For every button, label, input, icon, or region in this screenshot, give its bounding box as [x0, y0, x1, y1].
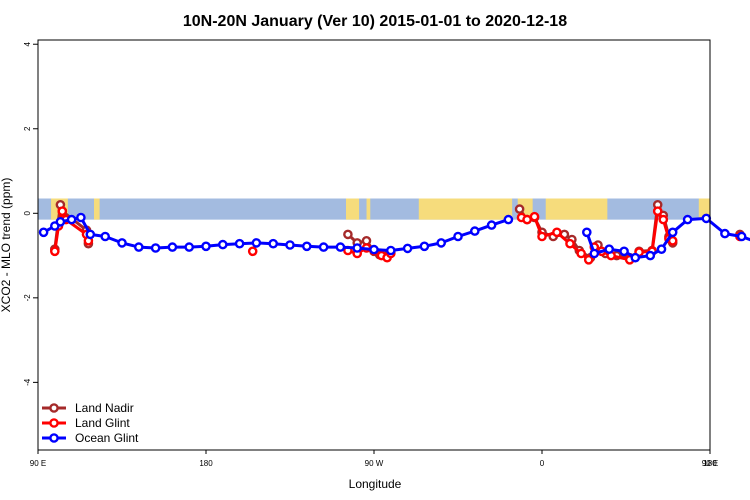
data-point: [184, 242, 194, 252]
y-axis: 4 2 0 -2 -4: [23, 41, 38, 386]
data-point: [682, 214, 693, 225]
legend-item: Land Nadir: [42, 401, 134, 415]
data-point: [419, 241, 430, 252]
data-point: [619, 246, 629, 257]
legend-item: Ocean Glint: [42, 431, 139, 445]
data-point: [57, 206, 68, 216]
data-point: [503, 214, 514, 225]
map-land: [94, 198, 100, 220]
data-point: [76, 212, 86, 223]
data-point: [720, 228, 730, 239]
chart-title: 10N-20N January (Ver 10) 2015-01-01 to 2…: [183, 13, 567, 30]
data-point: [645, 250, 656, 261]
x-tick-label: 90 W: [365, 459, 384, 468]
data-point: [630, 252, 641, 263]
data-point: [537, 231, 547, 242]
data-point: [268, 238, 279, 249]
series-ocean-glint: [38, 212, 750, 263]
y-tick-label: -2: [23, 294, 32, 302]
map-land: [366, 198, 371, 220]
legend-label: Land Nadir: [75, 401, 134, 415]
x-tick-label: 90 E: [702, 459, 718, 468]
legend-marker: [49, 433, 59, 443]
data-point: [50, 246, 60, 257]
data-point: [667, 235, 678, 246]
data-point: [234, 238, 245, 249]
data-point: [247, 246, 258, 257]
data-point: [565, 238, 575, 249]
data-point: [343, 229, 353, 240]
data-point: [38, 227, 49, 238]
legend-label: Land Glint: [75, 416, 130, 430]
x-tick-label: 0: [540, 459, 545, 468]
data-point: [736, 231, 747, 242]
data-point: [656, 244, 667, 254]
y-axis-label: XCO2 - MLO trend (ppm): [0, 178, 13, 313]
data-point: [117, 238, 127, 248]
data-point: [55, 216, 66, 227]
data-point: [576, 248, 587, 259]
data-point: [133, 242, 144, 252]
data-point: [667, 227, 678, 238]
map-land: [545, 198, 608, 220]
data-point: [453, 231, 463, 242]
map-ocean: [38, 198, 710, 220]
data-point: [150, 243, 161, 253]
legend-item: Land Glint: [42, 416, 130, 430]
x-tick-label: 180: [703, 459, 717, 468]
data-point: [658, 214, 669, 225]
data-point: [335, 242, 346, 252]
data-point: [589, 248, 600, 259]
data-point: [369, 244, 379, 255]
data-point: [552, 227, 562, 238]
data-point: [522, 214, 532, 225]
map-land: [698, 198, 710, 220]
map-band: [38, 198, 710, 220]
data-point: [529, 211, 540, 222]
x-axis-label: Longitude: [349, 477, 402, 491]
data-point: [604, 244, 615, 254]
data-point: [652, 206, 663, 216]
legend-marker: [49, 403, 59, 413]
data-point: [352, 243, 363, 253]
data-point: [582, 227, 592, 238]
data-point: [85, 229, 96, 240]
data-point: [251, 238, 262, 248]
x-tick-label: 90 E: [30, 459, 46, 468]
map-land: [346, 198, 360, 220]
data-point: [701, 213, 712, 224]
data-point: [285, 240, 295, 250]
data-point: [167, 242, 178, 252]
data-point: [583, 254, 594, 265]
series-line: [585, 216, 750, 260]
y-tick-label: -4: [23, 378, 32, 386]
x-tick-label: 180: [199, 459, 213, 468]
legend-label: Ocean Glint: [75, 431, 139, 445]
y-tick-label: 2: [23, 126, 32, 131]
data-point: [201, 241, 211, 252]
y-tick-label: 4: [23, 41, 32, 46]
data-point: [436, 238, 447, 248]
data-point: [486, 220, 497, 230]
data-point: [100, 231, 110, 242]
data-point: [66, 214, 77, 225]
data-point: [217, 239, 228, 250]
data-point: [318, 242, 329, 252]
data-point: [469, 226, 480, 236]
legend-marker: [49, 418, 59, 428]
data-point: [514, 204, 525, 214]
data-point: [402, 243, 413, 254]
series-layer: [38, 199, 750, 265]
data-point: [301, 241, 312, 252]
map-land: [418, 198, 513, 220]
data-point: [385, 245, 396, 256]
y-tick-label: 0: [23, 211, 32, 216]
